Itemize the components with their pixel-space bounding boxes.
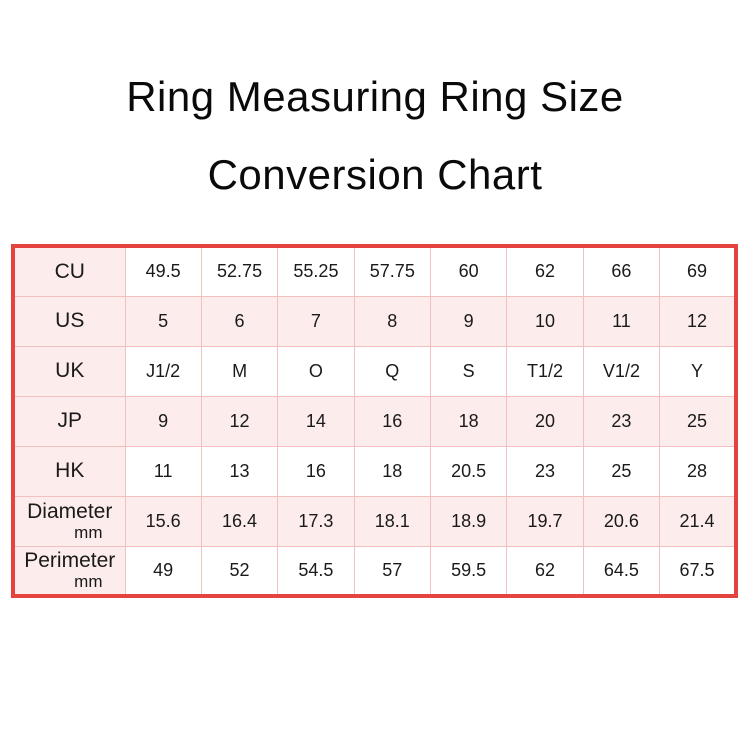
value-cell: 11 xyxy=(124,445,202,497)
value-cell: 5 xyxy=(124,295,202,347)
row-label-cell: CU xyxy=(12,245,126,297)
value-cell: 54.5 xyxy=(277,545,355,597)
value-cell: 18.1 xyxy=(353,495,432,547)
title-line-1: Ring Measuring Ring Size xyxy=(126,73,624,120)
row-label: HK xyxy=(55,458,85,482)
row-label: Diameter xyxy=(27,499,113,523)
row-label-cell: JP xyxy=(12,395,126,447)
value-cell: 17.3 xyxy=(277,495,355,547)
value-cell: 23 xyxy=(582,395,661,447)
value-cell: 6 xyxy=(200,295,279,347)
value-cell: 11 xyxy=(582,295,661,347)
table-row: CU 49.5 52.75 55.25 57.75 60 62 66 69 xyxy=(12,245,737,297)
table-body: CU 49.5 52.75 55.25 57.75 60 62 66 69 US 5 6 7 8 9 10 11… xyxy=(12,245,737,597)
value-cell: 18.9 xyxy=(429,495,508,547)
value-cell: 8 xyxy=(353,295,432,347)
value-cell: 64.5 xyxy=(582,545,661,597)
value-cell: 16.4 xyxy=(200,495,279,547)
value-cell: 52 xyxy=(200,545,279,597)
row-label-cell: UK xyxy=(12,345,126,397)
value-cell: 49 xyxy=(124,545,202,597)
row-label: CU xyxy=(54,259,85,283)
value-cell: 62 xyxy=(506,245,584,297)
value-cell: 9 xyxy=(124,395,202,447)
table-row: HK 11 13 16 18 20.5 23 25 28 xyxy=(12,445,737,497)
value-cell: Y xyxy=(659,345,737,397)
row-unit-label: mm xyxy=(74,522,103,542)
value-cell: 20.6 xyxy=(582,495,661,547)
value-cell: 66 xyxy=(582,245,661,297)
value-cell: 21.4 xyxy=(659,495,737,547)
value-cell: 10 xyxy=(506,295,584,347)
row-label: US xyxy=(55,308,85,332)
value-cell: 52.75 xyxy=(200,245,279,297)
value-cell: 14 xyxy=(277,395,355,447)
value-cell: 7 xyxy=(277,295,355,347)
value-cell: 15.6 xyxy=(124,495,202,547)
value-cell: 20 xyxy=(506,395,584,447)
value-cell: 25 xyxy=(582,445,661,497)
value-cell: 25 xyxy=(659,395,737,447)
ring-size-conversion-table: CU 49.5 52.75 55.25 57.75 60 62 66 69 US 5 6 7 8 9 10 11… xyxy=(11,244,738,598)
value-cell: 67.5 xyxy=(659,545,737,597)
page-title: Ring Measuring Ring Size Conversion Char… xyxy=(0,76,750,196)
value-cell: 18 xyxy=(353,445,432,497)
table-row: Perimeter mm 49 52 54.5 57 59.5 62 64.5 67.5 xyxy=(12,545,737,597)
row-label-cell: Diameter mm xyxy=(12,495,126,547)
value-cell: 20.5 xyxy=(429,445,508,497)
value-cell: 57 xyxy=(353,545,432,597)
value-cell: 57.75 xyxy=(353,245,432,297)
value-cell: 18 xyxy=(429,395,508,447)
value-cell: V1/2 xyxy=(582,345,661,397)
value-cell: O xyxy=(277,345,355,397)
row-label-cell: Perimeter mm xyxy=(12,545,126,597)
value-cell: 28 xyxy=(659,445,737,497)
value-cell: 59.5 xyxy=(429,545,508,597)
value-cell: 12 xyxy=(200,395,279,447)
row-label: Perimeter xyxy=(24,548,116,572)
value-cell: 23 xyxy=(506,445,584,497)
value-cell: 60 xyxy=(429,245,508,297)
value-cell: 55.25 xyxy=(277,245,355,297)
value-cell: 69 xyxy=(659,245,737,297)
value-cell: 12 xyxy=(659,295,737,347)
table-row: UK J1/2 M O Q S T1/2 V1/2 Y xyxy=(12,345,737,397)
value-cell: 62 xyxy=(506,545,584,597)
row-label-cell: US xyxy=(12,295,126,347)
title-line-2: Conversion Chart xyxy=(207,151,543,198)
value-cell: T1/2 xyxy=(506,345,584,397)
row-label-cell: HK xyxy=(12,445,126,497)
value-cell: Q xyxy=(353,345,432,397)
value-cell: 16 xyxy=(353,395,432,447)
value-cell: 9 xyxy=(429,295,508,347)
row-label: UK xyxy=(55,358,85,382)
value-cell: 49.5 xyxy=(124,245,202,297)
row-unit-label: mm xyxy=(74,571,103,591)
row-label: JP xyxy=(57,408,82,432)
table-row: Diameter mm 15.6 16.4 17.3 18.1 18.9 19.7 20.6 21… xyxy=(12,495,737,547)
value-cell: M xyxy=(200,345,279,397)
value-cell: 16 xyxy=(277,445,355,497)
value-cell: S xyxy=(429,345,508,397)
table-row: US 5 6 7 8 9 10 11 12 xyxy=(12,295,737,347)
value-cell: 19.7 xyxy=(506,495,584,547)
value-cell: J1/2 xyxy=(124,345,202,397)
value-cell: 13 xyxy=(200,445,279,497)
table-row: JP 9 12 14 16 18 20 23 25 xyxy=(12,395,737,447)
